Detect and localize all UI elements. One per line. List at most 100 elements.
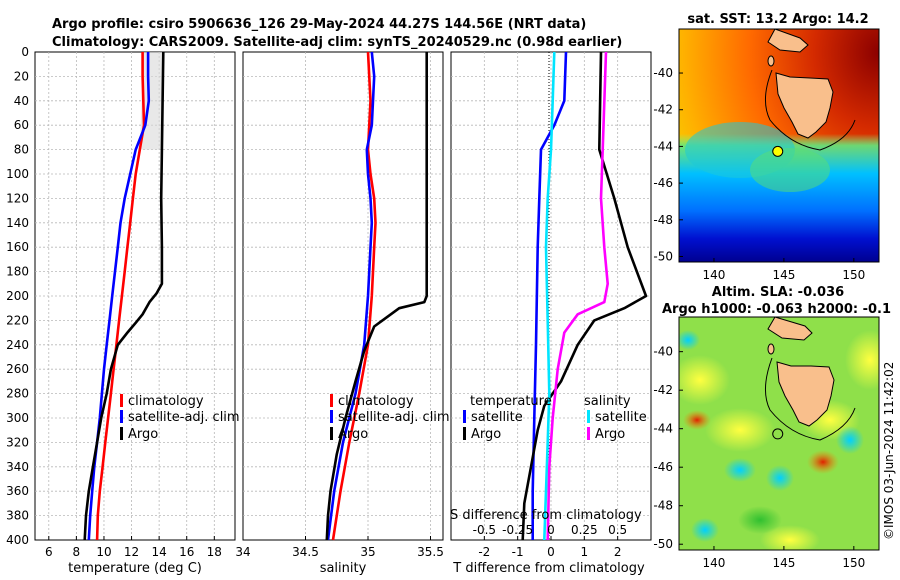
lat-tick-label: -44 xyxy=(653,422,673,436)
sst-field xyxy=(679,29,879,262)
s-difference-tick-labels: -0.5 -0.25 0 0.25 0.5 xyxy=(473,523,628,537)
legend-climatology: climatology xyxy=(338,394,414,409)
x-tick-label: 0 xyxy=(547,545,555,559)
depth-tick-label: 340 xyxy=(6,460,29,474)
legend-s-argo: Argo xyxy=(595,427,625,442)
sla-high-patch xyxy=(679,355,730,405)
lon-tick-label: 145 xyxy=(772,268,795,282)
temperature-legend: climatology satellite-adj. clim Argo xyxy=(120,394,240,442)
sst-bathymetry-contour xyxy=(765,69,856,151)
sla-map-title: Altim. SLA: -0.036 xyxy=(712,285,844,300)
salinity-xlabel: salinity xyxy=(320,561,367,576)
sst-map: sat. SST: 13.2 Argo: 14.2 -40-42-44-46-4… xyxy=(653,12,880,282)
legend-swatch-climatology xyxy=(330,394,333,407)
legend-swatch-climatology xyxy=(120,394,123,407)
salinity-series xyxy=(325,51,429,541)
depth-tick-label: 240 xyxy=(6,338,29,352)
s-tick-label: 0.5 xyxy=(608,523,627,537)
s-tick-label: -0.25 xyxy=(502,523,533,537)
sla-map-frame xyxy=(678,316,880,551)
sla-low-patch xyxy=(679,330,700,350)
depth-tick-label: 400 xyxy=(6,533,29,547)
depth-tick-label: 160 xyxy=(6,240,29,254)
depth-tick-label: 300 xyxy=(6,411,29,425)
series-line-salinity-argo xyxy=(546,51,610,541)
x-tick-label: 8 xyxy=(73,545,81,559)
lon-tick-label: 150 xyxy=(842,556,865,570)
x-tick-label: 18 xyxy=(207,545,222,559)
legend-swatch-satellite xyxy=(330,410,333,423)
sst-map-frame xyxy=(678,28,880,263)
legend-swatch-t-argo xyxy=(463,427,466,440)
legend-title-salinity: salinity xyxy=(584,394,631,409)
sla-lat-tick-labels: -40 -42 -44 -46 -48 -50 xyxy=(653,345,683,551)
lat-tick-label: -48 xyxy=(653,499,673,513)
x-tick-label: 34.5 xyxy=(292,545,319,559)
tasmania-land xyxy=(776,361,835,427)
sla-low-patch xyxy=(724,458,756,482)
x-tick-label: 6 xyxy=(45,545,53,559)
x-tick-label: 12 xyxy=(124,545,139,559)
lat-tick-label: -50 xyxy=(653,249,673,263)
salinity-tick-labels: 34 34.5 35 35.5 xyxy=(235,536,444,559)
legend-t-satellite: satellite xyxy=(471,410,523,425)
legend-argo: Argo xyxy=(338,427,368,442)
x-tick-label: -2 xyxy=(478,545,490,559)
sla-low-patch xyxy=(691,518,719,542)
depth-tick-label: 360 xyxy=(6,484,29,498)
sla-high-patch xyxy=(845,330,879,390)
legend-title-temperature: temperature xyxy=(470,394,552,409)
temperature-series xyxy=(83,51,165,541)
king-island xyxy=(767,343,775,355)
x-tick-label: 14 xyxy=(151,545,166,559)
temperature-xlabel: temperature (deg C) xyxy=(68,561,202,576)
depth-tick-labels: 0 20 40 60 80 100 120 140 160 180 200 220 240 260 280 3… xyxy=(6,45,29,547)
legend-swatch-satellite xyxy=(120,410,123,423)
sla-peak-patch xyxy=(807,450,839,474)
depth-tick-label: 180 xyxy=(6,265,29,279)
s-tick-label: 0 xyxy=(547,523,555,537)
lon-tick-label: 140 xyxy=(703,268,726,282)
legend-climatology: climatology xyxy=(128,394,204,409)
sst-lon-tick-labels: 140 145 150 xyxy=(703,258,865,282)
depth-tick-label: 200 xyxy=(6,289,29,303)
lat-tick-label: -46 xyxy=(653,460,673,474)
depth-tick-label: 280 xyxy=(6,387,29,401)
depth-tick-label: 120 xyxy=(6,191,29,205)
series-line-argo xyxy=(325,52,429,541)
x-tick-label: 35 xyxy=(360,545,375,559)
legend-argo: Argo xyxy=(128,427,158,442)
depth-tick-label: 220 xyxy=(6,313,29,327)
lon-tick-label: 150 xyxy=(842,268,865,282)
x-tick-label: 34 xyxy=(235,545,250,559)
argo-location-marker xyxy=(772,428,784,440)
legend-swatch-s-satellite xyxy=(587,410,590,423)
legend-t-argo: Argo xyxy=(471,427,501,442)
sla-field xyxy=(679,317,879,550)
lat-tick-label: -40 xyxy=(653,345,673,359)
argo-location-marker xyxy=(772,145,784,157)
depth-tick-label: 140 xyxy=(6,216,29,230)
salinity-legend: climatology satellite-adj. clim Argo xyxy=(330,394,450,442)
lat-tick-label: -50 xyxy=(653,537,673,551)
lat-tick-label: -46 xyxy=(653,176,673,190)
t-difference-tick-labels: -2 -1 0 1 2 xyxy=(478,536,621,559)
difference-legend: temperature satellite Argo salinity sate… xyxy=(463,394,647,442)
sla-lon-tick-labels: 140 145 150 xyxy=(703,546,865,570)
sla-map-subtitle: Argo h1000: -0.063 h2000: -0.1 xyxy=(662,302,891,317)
header-line2: Climatology: CARS2009. Satellite-adj cli… xyxy=(52,35,622,50)
sla-mid-patch xyxy=(738,506,782,534)
legend-satellite: satellite-adj. clim xyxy=(128,410,240,425)
temperature-tick-labels: 6 8 10 12 14 16 18 xyxy=(45,536,222,559)
depth-tick-label: 20 xyxy=(14,69,29,83)
x-tick-label: -1 xyxy=(512,545,524,559)
legend-s-satellite: satellite xyxy=(595,410,647,425)
legend-swatch-argo xyxy=(120,427,123,440)
difference-series xyxy=(521,51,648,541)
s-tick-label: 0.25 xyxy=(571,523,598,537)
lat-tick-label: -40 xyxy=(653,66,673,80)
sla-high-patch xyxy=(705,408,775,452)
depth-tick-label: 0 xyxy=(21,45,29,59)
difference-xlabel: T difference from climatology xyxy=(452,561,645,576)
sst-lat-tick-labels: -40 -42 -44 -46 -48 -50 xyxy=(653,66,683,263)
